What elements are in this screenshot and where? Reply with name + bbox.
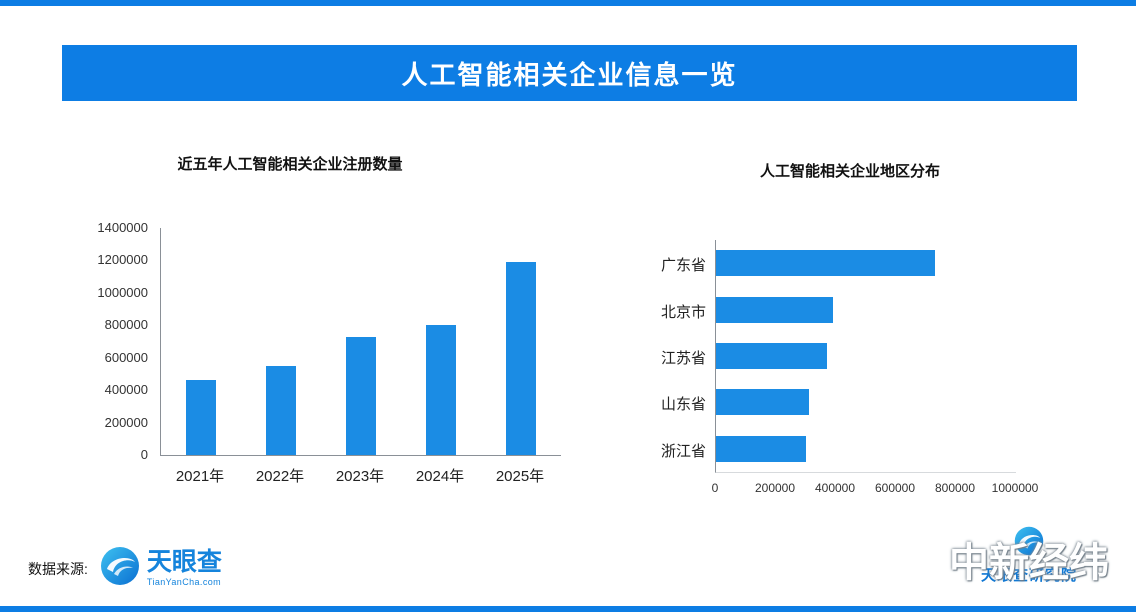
region-chart-y-axis: 广东省北京市江苏省山东省浙江省 <box>626 240 706 472</box>
y-category-label: 浙江省 <box>660 442 706 460</box>
bar-山东省 <box>716 389 809 416</box>
tianyancha-logo-text: 天眼查 <box>146 548 222 576</box>
y-category-label: 北京市 <box>660 303 706 321</box>
page-title: 人工智能相关企业信息一览 <box>401 59 738 90</box>
x-tick-label: 200000 <box>754 481 796 495</box>
x-tick-label: 800000 <box>934 481 976 495</box>
x-category-label: 2022年 <box>255 468 305 485</box>
y-tick-label: 1200000 <box>97 252 148 268</box>
research-swirl-icon <box>1014 526 1044 561</box>
top-accent-strip <box>0 0 1136 6</box>
tianyancha-logo-url: TianYanCha.com <box>146 577 222 587</box>
bar-广东省 <box>716 250 935 277</box>
source-label: 数据来源: <box>28 560 88 577</box>
x-category-label: 2023年 <box>335 468 385 485</box>
y-tick-label: 200000 <box>104 414 148 430</box>
y-tick-label: 1400000 <box>97 220 148 235</box>
footer-right-logos: 天眼查研究院 中新经纬 <box>944 526 1114 602</box>
data-source-row: 数据来源: 天眼查 TianYanCha.com <box>28 546 222 591</box>
registration-chart-title: 近五年人工智能相关企业注册数量 <box>177 156 403 173</box>
x-category-label: 2024年 <box>415 468 465 485</box>
region-chart-x-axis: 0 200000 400000 600000 800000 1000000 <box>711 481 1039 497</box>
research-institute-label: 天眼查研究院 <box>980 567 1078 584</box>
bar-浙江省 <box>716 435 806 462</box>
x-tick-label: 1000000 <box>991 481 1039 495</box>
bar-江苏省 <box>716 343 827 369</box>
y-tick-label: 400000 <box>104 382 148 398</box>
bar-2021年 <box>186 380 216 455</box>
x-category-label: 2021年 <box>175 468 225 485</box>
header-banner: 人工智能相关企业信息一览 <box>62 45 1077 101</box>
registration-chart-x-axis: 2021年 2022年 2023年 2024年 2025年 <box>160 465 560 486</box>
bar-2022年 <box>266 365 296 455</box>
registration-chart-y-axis: 0 200000 400000 600000 800000 1000000 1200000 1… <box>56 220 152 462</box>
y-tick-label: 1000000 <box>97 284 148 300</box>
registration-bar-plot <box>160 228 561 456</box>
x-tick-label: 0 <box>711 481 719 495</box>
region-chart-title: 人工智能相关企业地区分布 <box>759 163 940 180</box>
tianyancha-swirl-icon <box>100 546 140 591</box>
watermark-text: 中新经纬 <box>949 541 1109 586</box>
y-tick-label: 0 <box>140 447 148 462</box>
y-tick-label: 600000 <box>104 349 148 365</box>
region-bar-plot <box>715 240 1016 473</box>
y-category-label: 山东省 <box>660 396 706 414</box>
bar-2025年 <box>506 262 536 455</box>
y-tick-label: 800000 <box>104 317 148 333</box>
bar-北京市 <box>716 296 833 323</box>
x-tick-label: 400000 <box>814 481 856 495</box>
x-category-label: 2025年 <box>495 468 545 485</box>
research-institute-logo: 天眼查研究院 <box>981 526 1077 585</box>
bar-2024年 <box>426 325 456 455</box>
y-category-label: 广东省 <box>660 257 706 275</box>
tianyancha-logo: 天眼查 TianYanCha.com <box>100 546 222 591</box>
x-tick-label: 600000 <box>874 481 916 495</box>
bar-2023年 <box>346 336 376 455</box>
tianyancha-logo-text-block: 天眼查 TianYanCha.com <box>147 550 222 587</box>
bottom-accent-strip <box>0 606 1136 612</box>
y-category-label: 江苏省 <box>660 350 706 367</box>
